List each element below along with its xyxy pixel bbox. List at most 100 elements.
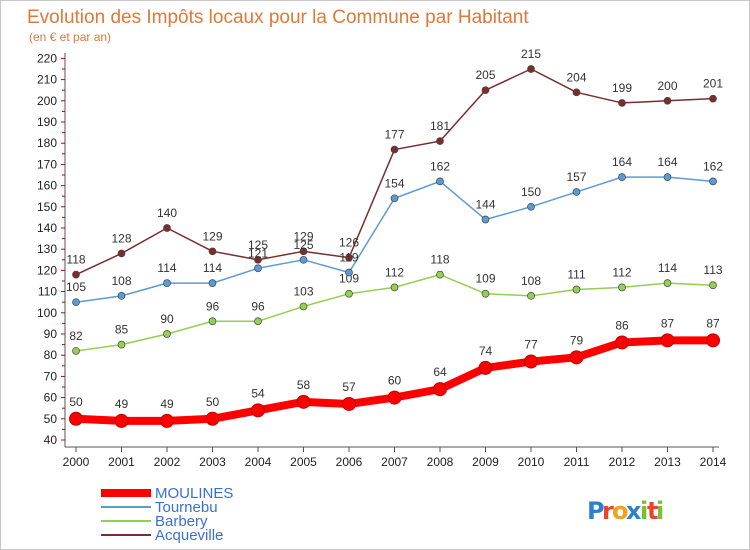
- data-label: 200: [657, 79, 677, 93]
- y-tick-label: 160: [37, 179, 57, 193]
- x-tick-label: 2002: [154, 455, 181, 469]
- y-tick-label: 180: [37, 136, 57, 150]
- data-label: 90: [160, 312, 174, 326]
- data-label: 86: [615, 318, 629, 332]
- data-point: [618, 283, 626, 292]
- x-tick-label: 2013: [654, 455, 681, 469]
- data-point: [709, 281, 717, 290]
- data-label: 108: [521, 274, 541, 288]
- data-label: 181: [430, 119, 450, 133]
- data-label: 112: [385, 265, 404, 279]
- data-point: [160, 413, 174, 428]
- data-label: 54: [251, 386, 265, 400]
- data-label: 114: [157, 261, 176, 275]
- data-label: 49: [160, 397, 174, 411]
- data-point: [481, 215, 490, 224]
- data-label: 154: [384, 176, 404, 190]
- data-label: 118: [430, 253, 449, 267]
- data-point: [709, 177, 717, 186]
- x-tick-label: 2003: [199, 455, 226, 469]
- data-point: [572, 188, 581, 196]
- x-tick-label: 2008: [427, 455, 454, 469]
- logo-letter: r: [602, 497, 614, 525]
- data-point: [254, 255, 262, 264]
- data-point: [481, 289, 490, 298]
- data-label: 49: [115, 397, 129, 411]
- data-point: [390, 194, 399, 203]
- data-point: [299, 247, 308, 256]
- data-label: 114: [658, 261, 677, 275]
- data-point: [436, 137, 444, 145]
- data-point: [709, 94, 717, 103]
- data-point: [205, 411, 220, 426]
- y-tick-label: 80: [44, 348, 58, 362]
- data-label: 164: [657, 155, 677, 169]
- data-label: 215: [521, 47, 541, 61]
- data-point: [114, 413, 129, 428]
- y-tick-label: 190: [37, 115, 57, 129]
- x-tick-label: 2012: [609, 455, 636, 469]
- data-label: 105: [66, 280, 86, 294]
- legend-label: Barbery: [155, 513, 208, 530]
- y-tick-label: 50: [44, 412, 58, 426]
- data-point: [660, 333, 675, 348]
- data-label: 79: [570, 333, 584, 347]
- series-line-acqueville: [75, 68, 714, 276]
- data-point: [527, 291, 535, 300]
- data-point: [615, 335, 629, 350]
- data-label: 129: [293, 229, 313, 243]
- x-tick-label: 2010: [518, 455, 545, 469]
- data-label: 144: [475, 198, 495, 212]
- data-label: 108: [111, 274, 131, 288]
- data-point: [69, 411, 83, 426]
- data-point: [163, 224, 171, 232]
- data-point: [117, 340, 126, 349]
- data-label: 96: [206, 299, 220, 313]
- y-tick-label: 220: [37, 51, 57, 65]
- data-label: 205: [475, 68, 495, 82]
- x-tick-label: 2011: [564, 455, 590, 469]
- data-label: 113: [703, 263, 722, 277]
- data-point: [572, 88, 581, 97]
- data-label: 87: [661, 316, 675, 330]
- data-label: 74: [479, 344, 493, 358]
- data-point: [345, 253, 353, 262]
- data-label: 96: [251, 299, 265, 313]
- data-point: [299, 255, 308, 264]
- logo-letter: i: [656, 497, 664, 525]
- data-label: 50: [69, 395, 83, 409]
- y-tick-label: 210: [37, 73, 57, 87]
- data-label: 57: [342, 380, 356, 394]
- data-label: 129: [202, 229, 222, 243]
- data-point: [254, 317, 262, 326]
- x-tick-label: 2014: [700, 455, 727, 469]
- data-label: 82: [69, 329, 83, 343]
- data-label: 119: [339, 251, 358, 265]
- x-tick-label: 2005: [290, 455, 317, 469]
- y-tick-label: 60: [44, 391, 58, 405]
- data-label: 204: [566, 70, 586, 84]
- x-tick-label: 2009: [472, 455, 499, 469]
- data-point: [706, 333, 720, 348]
- data-label: 87: [706, 316, 720, 330]
- data-point: [163, 330, 171, 338]
- data-label: 140: [157, 206, 177, 220]
- data-point: [208, 279, 217, 287]
- x-tick-label: 2004: [245, 455, 272, 469]
- data-point: [527, 202, 535, 211]
- y-tick-label: 140: [37, 221, 57, 235]
- data-point: [663, 279, 672, 287]
- data-point: [390, 283, 399, 292]
- data-label: 103: [293, 284, 313, 298]
- axes: 40 50 60 70 80 90 100 110 120 130 140 150 160 170 180 1…: [37, 51, 727, 469]
- data-label: 201: [703, 77, 723, 91]
- data-label: 164: [612, 155, 632, 169]
- chart-title: Evolution des Impôts locaux pour la Comm…: [27, 7, 529, 28]
- y-tick-label: 200: [37, 94, 57, 108]
- data-point: [569, 350, 584, 365]
- data-point: [163, 279, 171, 287]
- data-label: 77: [524, 338, 538, 352]
